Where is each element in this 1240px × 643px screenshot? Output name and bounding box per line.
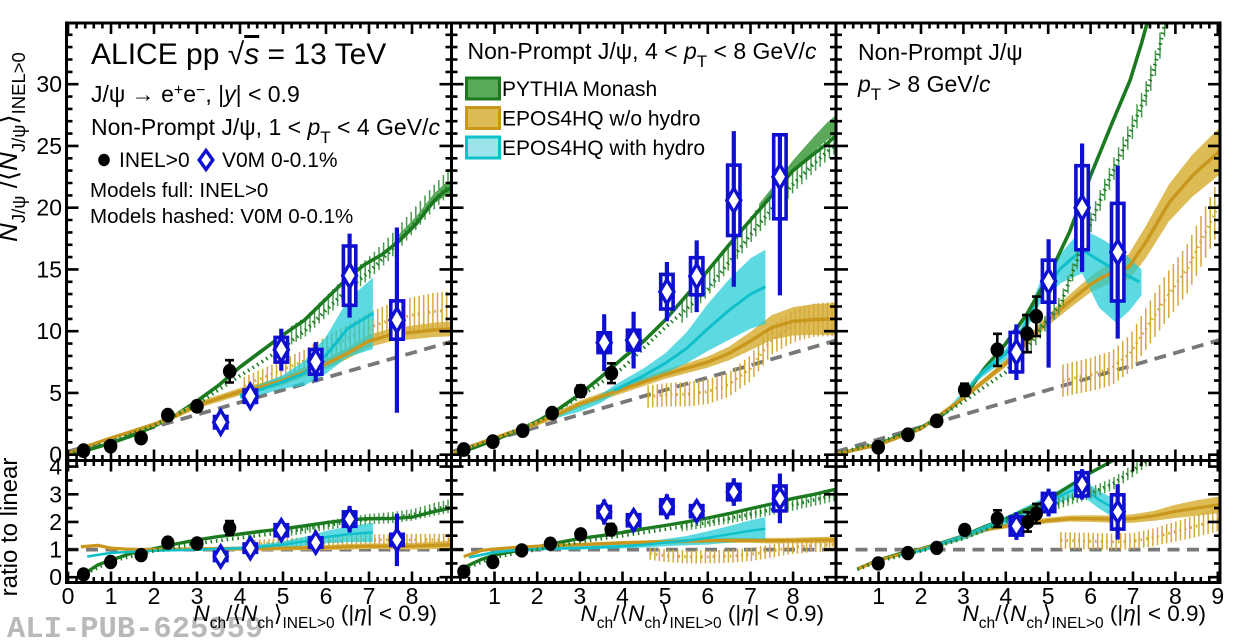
svg-text:Nch/⟨Nch⟩INEL>0 (|η| < 0.9): Nch/⟨Nch⟩INEL>0 (|η| < 0.9): [193, 601, 437, 632]
svg-text:Models hashed: V0M 0-0.1%: Models hashed: V0M 0-0.1%: [90, 205, 353, 228]
svg-text:8: 8: [1169, 583, 1182, 609]
svg-text:Models full: INEL>0: Models full: INEL>0: [90, 179, 268, 202]
svg-text:3: 3: [191, 583, 204, 609]
svg-text:PYTHIA Monash: PYTHIA Monash: [502, 78, 657, 101]
svg-text:4: 4: [616, 583, 629, 609]
svg-text:3: 3: [49, 481, 62, 507]
svg-text:2: 2: [531, 583, 544, 609]
svg-text:2: 2: [148, 583, 161, 609]
svg-text:8: 8: [406, 583, 419, 609]
svg-text:4: 4: [999, 583, 1012, 609]
svg-text:pT > 8 GeV/c: pT > 8 GeV/c: [857, 71, 991, 104]
svg-text:EPOS4HQ w/o hydro: EPOS4HQ w/o hydro: [502, 108, 700, 131]
svg-text:J/ψ → e+e−, |y| < 0.9: J/ψ → e+e−, |y| < 0.9: [91, 81, 300, 107]
svg-text:2: 2: [915, 583, 928, 609]
svg-text:1: 1: [488, 583, 501, 609]
svg-text:20: 20: [36, 195, 62, 221]
svg-text:8: 8: [787, 583, 800, 609]
svg-text:7: 7: [744, 583, 757, 609]
svg-text:1: 1: [872, 583, 885, 609]
svg-text:Nch/⟨Nch⟩INEL>0 (|η| < 0.9): Nch/⟨Nch⟩INEL>0 (|η| < 0.9): [580, 601, 824, 632]
svg-text:3: 3: [957, 583, 970, 609]
svg-text:7: 7: [363, 583, 376, 609]
svg-text:1: 1: [49, 537, 62, 563]
svg-text:3: 3: [573, 583, 586, 609]
svg-text:INEL>0: INEL>0: [119, 149, 190, 172]
svg-text:ALI-PUB-625959: ALI-PUB-625959: [7, 613, 263, 643]
svg-text:Non-Prompt J/ψ: Non-Prompt J/ψ: [858, 39, 1023, 65]
svg-text:15: 15: [36, 256, 62, 282]
svg-text:0: 0: [62, 583, 75, 609]
svg-text:6: 6: [320, 583, 333, 609]
svg-text:4: 4: [234, 583, 247, 609]
svg-text:NJ/ψ /⟨NJ/ψ⟩INEL>0: NJ/ψ /⟨NJ/ψ⟩INEL>0: [0, 52, 29, 242]
svg-text:5: 5: [49, 380, 62, 406]
svg-text:5: 5: [1042, 583, 1055, 609]
svg-text:5: 5: [277, 583, 290, 609]
svg-text:30: 30: [36, 71, 62, 97]
svg-text:5: 5: [659, 583, 672, 609]
svg-text:6: 6: [701, 583, 714, 609]
svg-text:0: 0: [49, 564, 62, 590]
svg-text:25: 25: [36, 133, 62, 159]
svg-text:4: 4: [49, 454, 62, 480]
svg-text:7: 7: [1127, 583, 1140, 609]
svg-text:ratio to linear: ratio to linear: [0, 458, 23, 597]
svg-text:V0M 0-0.1%: V0M 0-0.1%: [222, 149, 338, 172]
svg-text:6: 6: [1084, 583, 1097, 609]
svg-text:10: 10: [36, 318, 62, 344]
svg-text:EPOS4HQ with hydro: EPOS4HQ with hydro: [502, 137, 705, 160]
svg-text:ALICE pp √s = 13 TeV: ALICE pp √s = 13 TeV: [91, 38, 386, 71]
svg-text:9: 9: [1211, 583, 1224, 609]
svg-text:0: 0: [49, 442, 62, 468]
svg-text:1: 1: [105, 583, 118, 609]
svg-text:2: 2: [49, 509, 62, 535]
svg-text:Nch/⟨Nch⟩INEL>0 (|η| < 0.9): Nch/⟨Nch⟩INEL>0 (|η| < 0.9): [962, 601, 1206, 632]
